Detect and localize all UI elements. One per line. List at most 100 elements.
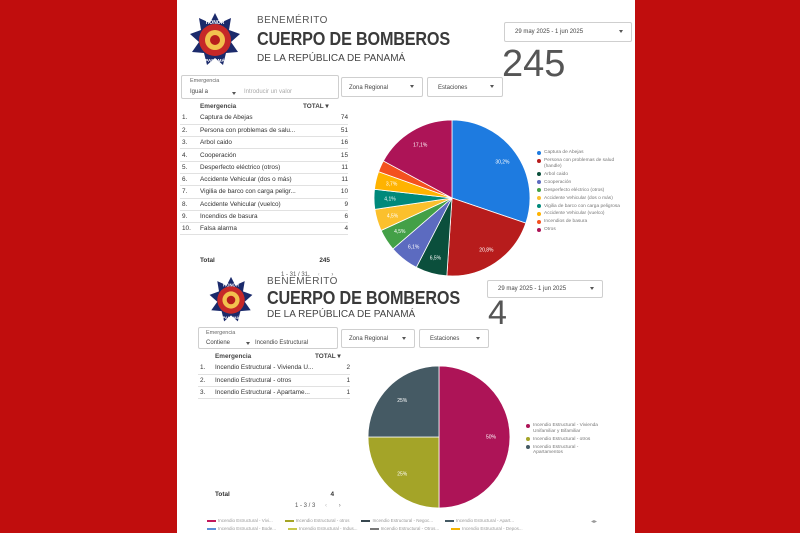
cell-name: Persona con problemas de salu... bbox=[200, 124, 303, 138]
strip-legend-item[interactable]: Incendio Estructural - Bode... bbox=[207, 526, 276, 531]
legend-item[interactable]: Cooperación bbox=[537, 180, 633, 186]
table-row[interactable]: 3. Arbol caido 16 bbox=[180, 136, 348, 150]
cell-name: Accidente Vehicular (dos o más) bbox=[200, 173, 303, 187]
chevron-down-icon bbox=[246, 342, 250, 345]
legend-item[interactable]: Incendio Estructural - Apartamentos bbox=[526, 445, 606, 456]
legend-swatch bbox=[537, 172, 541, 177]
emergency-filter[interactable]: Emergencia Igual a Introducir un valor bbox=[181, 75, 339, 99]
filter-operator[interactable]: Contiene bbox=[206, 340, 231, 346]
cell-idx: 2. bbox=[180, 124, 200, 138]
stations-dropdown[interactable]: Estaciones bbox=[419, 329, 489, 348]
legend-item[interactable]: Incendios de basura bbox=[537, 219, 633, 225]
header-kicker: BENEMÉRITO bbox=[267, 276, 338, 287]
cell-idx: 8. bbox=[180, 198, 200, 211]
scorecard-total: 4 bbox=[488, 294, 507, 332]
table-row[interactable]: 3. Incendio Estructural - Apartame... 1 bbox=[198, 386, 350, 400]
pie-slice[interactable] bbox=[382, 119, 453, 199]
date-range-picker[interactable]: 29 may 2025 - 1 jun 2025 bbox=[487, 280, 603, 298]
legend-item[interactable]: Persona con problemas de salud (handle) bbox=[537, 158, 633, 169]
slice-label: 20,8% bbox=[479, 247, 494, 253]
next-page-button[interactable]: › bbox=[338, 503, 341, 509]
emergency-filter[interactable]: Emergencia Contiene Incendio Estructural bbox=[198, 327, 338, 349]
legend-swatch bbox=[361, 519, 371, 522]
table-row[interactable]: 7. Vigilia de barco con carga peligr... 10 bbox=[180, 185, 348, 199]
filter-value-input[interactable]: Introducir un valor bbox=[244, 89, 293, 95]
legend-item[interactable]: Incendio Estructural - Vivienda Unifamil… bbox=[526, 423, 606, 434]
legend-swatch bbox=[537, 220, 541, 225]
strip-legend-item[interactable]: Incendio Estructural - Apart... bbox=[445, 518, 514, 523]
table-row[interactable]: 10. Falsa alarma 4 bbox=[180, 222, 348, 236]
table-row[interactable]: 4. Cooperación 15 bbox=[180, 148, 348, 162]
legend-swatch bbox=[537, 150, 541, 155]
prev-page-button[interactable]: ‹ bbox=[317, 272, 320, 278]
cell-total: 1 bbox=[315, 374, 350, 388]
date-range-picker[interactable]: 29 may 2025 - 1 jun 2025 bbox=[504, 22, 632, 42]
filter-label: Emergencia bbox=[206, 330, 236, 336]
strip-legend-item[interactable]: Incendio Estructural - Vivi... bbox=[207, 518, 273, 523]
legend-item[interactable]: Accidente Vehicular (dos o más) bbox=[537, 196, 633, 202]
pagination: 1 - 31 / 31 ‹ › bbox=[281, 272, 333, 278]
strip-legend-item[interactable]: Incendio Estructural - Depos... bbox=[451, 526, 523, 531]
legend-item[interactable]: Accidente Vehicular (vuelco) bbox=[537, 211, 633, 217]
legend-page-arrows[interactable]: ◂▸ bbox=[590, 519, 597, 525]
table-row[interactable]: 1. Captura de Abejas 74 bbox=[180, 112, 348, 125]
stations-label: Estaciones bbox=[430, 336, 460, 342]
zone-regional-dropdown[interactable]: Zona Regional bbox=[341, 329, 415, 348]
table-row[interactable]: 2. Incendio Estructural - otros 1 bbox=[198, 374, 350, 388]
column-header-emergencia[interactable]: Emergencia bbox=[215, 352, 252, 360]
slice-label: 25% bbox=[397, 471, 408, 477]
slice-label: 4,1% bbox=[384, 197, 396, 203]
strip-legend-item[interactable]: Incendio Estructural - Negoc... bbox=[361, 518, 433, 523]
column-header-emergencia[interactable]: Emergencia bbox=[200, 102, 237, 110]
table-row[interactable]: 1. Incendio Estructural - Vivienda U... 2 bbox=[198, 362, 350, 375]
legend-swatch bbox=[207, 519, 216, 522]
stations-dropdown[interactable]: Estaciones bbox=[427, 77, 503, 97]
legend-item[interactable]: Arbol caido bbox=[537, 172, 633, 178]
legend-label: Incendio Estructural - Vivi... bbox=[218, 518, 273, 523]
legend-label: Incendios de basura bbox=[544, 219, 588, 225]
legend-item[interactable]: Vigilia de barco con carga peligrosa bbox=[537, 204, 633, 210]
pie-slice[interactable] bbox=[446, 197, 527, 277]
prev-page-button[interactable]: ‹ bbox=[325, 503, 328, 509]
table-row[interactable]: 6. Accidente Vehicular (dos o más) 11 bbox=[180, 173, 348, 187]
legend-item[interactable]: Otros bbox=[537, 227, 633, 233]
legend-item[interactable]: Captura de Abejas bbox=[537, 150, 633, 156]
zone-regional-dropdown[interactable]: Zona Regional bbox=[341, 77, 423, 97]
column-header-total[interactable]: TOTAL ▾ bbox=[303, 103, 329, 110]
strip-legend-item[interactable]: Incendio Estructural - Otros... bbox=[369, 526, 440, 531]
legend-swatch bbox=[526, 437, 530, 442]
table-row[interactable]: 5. Desperfecto eléctrico (otros) 11 bbox=[180, 161, 348, 174]
table-row[interactable]: 2. Persona con problemas de salu... 51 bbox=[180, 124, 348, 138]
table-row[interactable]: 9. Incendios de basura 6 bbox=[180, 210, 348, 224]
legend-swatch bbox=[288, 527, 298, 530]
cell-total: 10 bbox=[303, 185, 348, 199]
slice-label: 4,5% bbox=[394, 229, 406, 235]
next-page-button[interactable]: › bbox=[331, 272, 334, 278]
chevron-down-icon bbox=[410, 85, 414, 88]
column-header-total[interactable]: TOTAL ▾ bbox=[315, 353, 341, 360]
legend-label: Incendio Estructural - Otros... bbox=[380, 526, 440, 531]
legend-swatch bbox=[537, 204, 541, 209]
filter-operator[interactable]: Igual a bbox=[190, 89, 209, 95]
pie-slice[interactable] bbox=[438, 365, 511, 509]
strip-legend-item[interactable]: Incendio Estructural - otros bbox=[284, 518, 349, 523]
legend-label: Incendio Estructural - Depos... bbox=[462, 526, 523, 531]
filter-value-input[interactable]: Incendio Estructural bbox=[255, 340, 309, 346]
legend-swatch bbox=[537, 212, 541, 217]
cell-idx: 1. bbox=[180, 112, 200, 125]
pie-slice[interactable] bbox=[367, 436, 440, 509]
pie-slice[interactable] bbox=[367, 365, 440, 438]
pie-chart-emergencies: 30,2% 20,8% 6,5% 6,1% 4,5% 4,5% 4,1% 3,7% 17,1% bbox=[373, 119, 531, 277]
legend-label: Incendio Estructural - Vivienda Unifamil… bbox=[533, 423, 598, 434]
filter-label: Emergencia bbox=[190, 78, 220, 84]
cell-total: 9 bbox=[303, 198, 348, 211]
pie-slice[interactable] bbox=[451, 119, 531, 224]
zone-regional-label: Zona Regional bbox=[349, 85, 389, 91]
cell-name: Accidente Vehicular (vuelco) bbox=[200, 198, 303, 211]
legend-label: Incendio Estructural - Negoc... bbox=[372, 518, 434, 523]
table-row[interactable]: 8. Accidente Vehicular (vuelco) 9 bbox=[180, 198, 348, 211]
strip-legend-item[interactable]: Incendio Estructural - Indus... bbox=[288, 526, 358, 531]
legend-item[interactable]: Desperfecto eléctrico (otros) bbox=[537, 188, 633, 194]
cell-idx: 3. bbox=[198, 386, 215, 400]
legend-item[interactable]: Incendio Estructural - otros bbox=[526, 437, 606, 443]
